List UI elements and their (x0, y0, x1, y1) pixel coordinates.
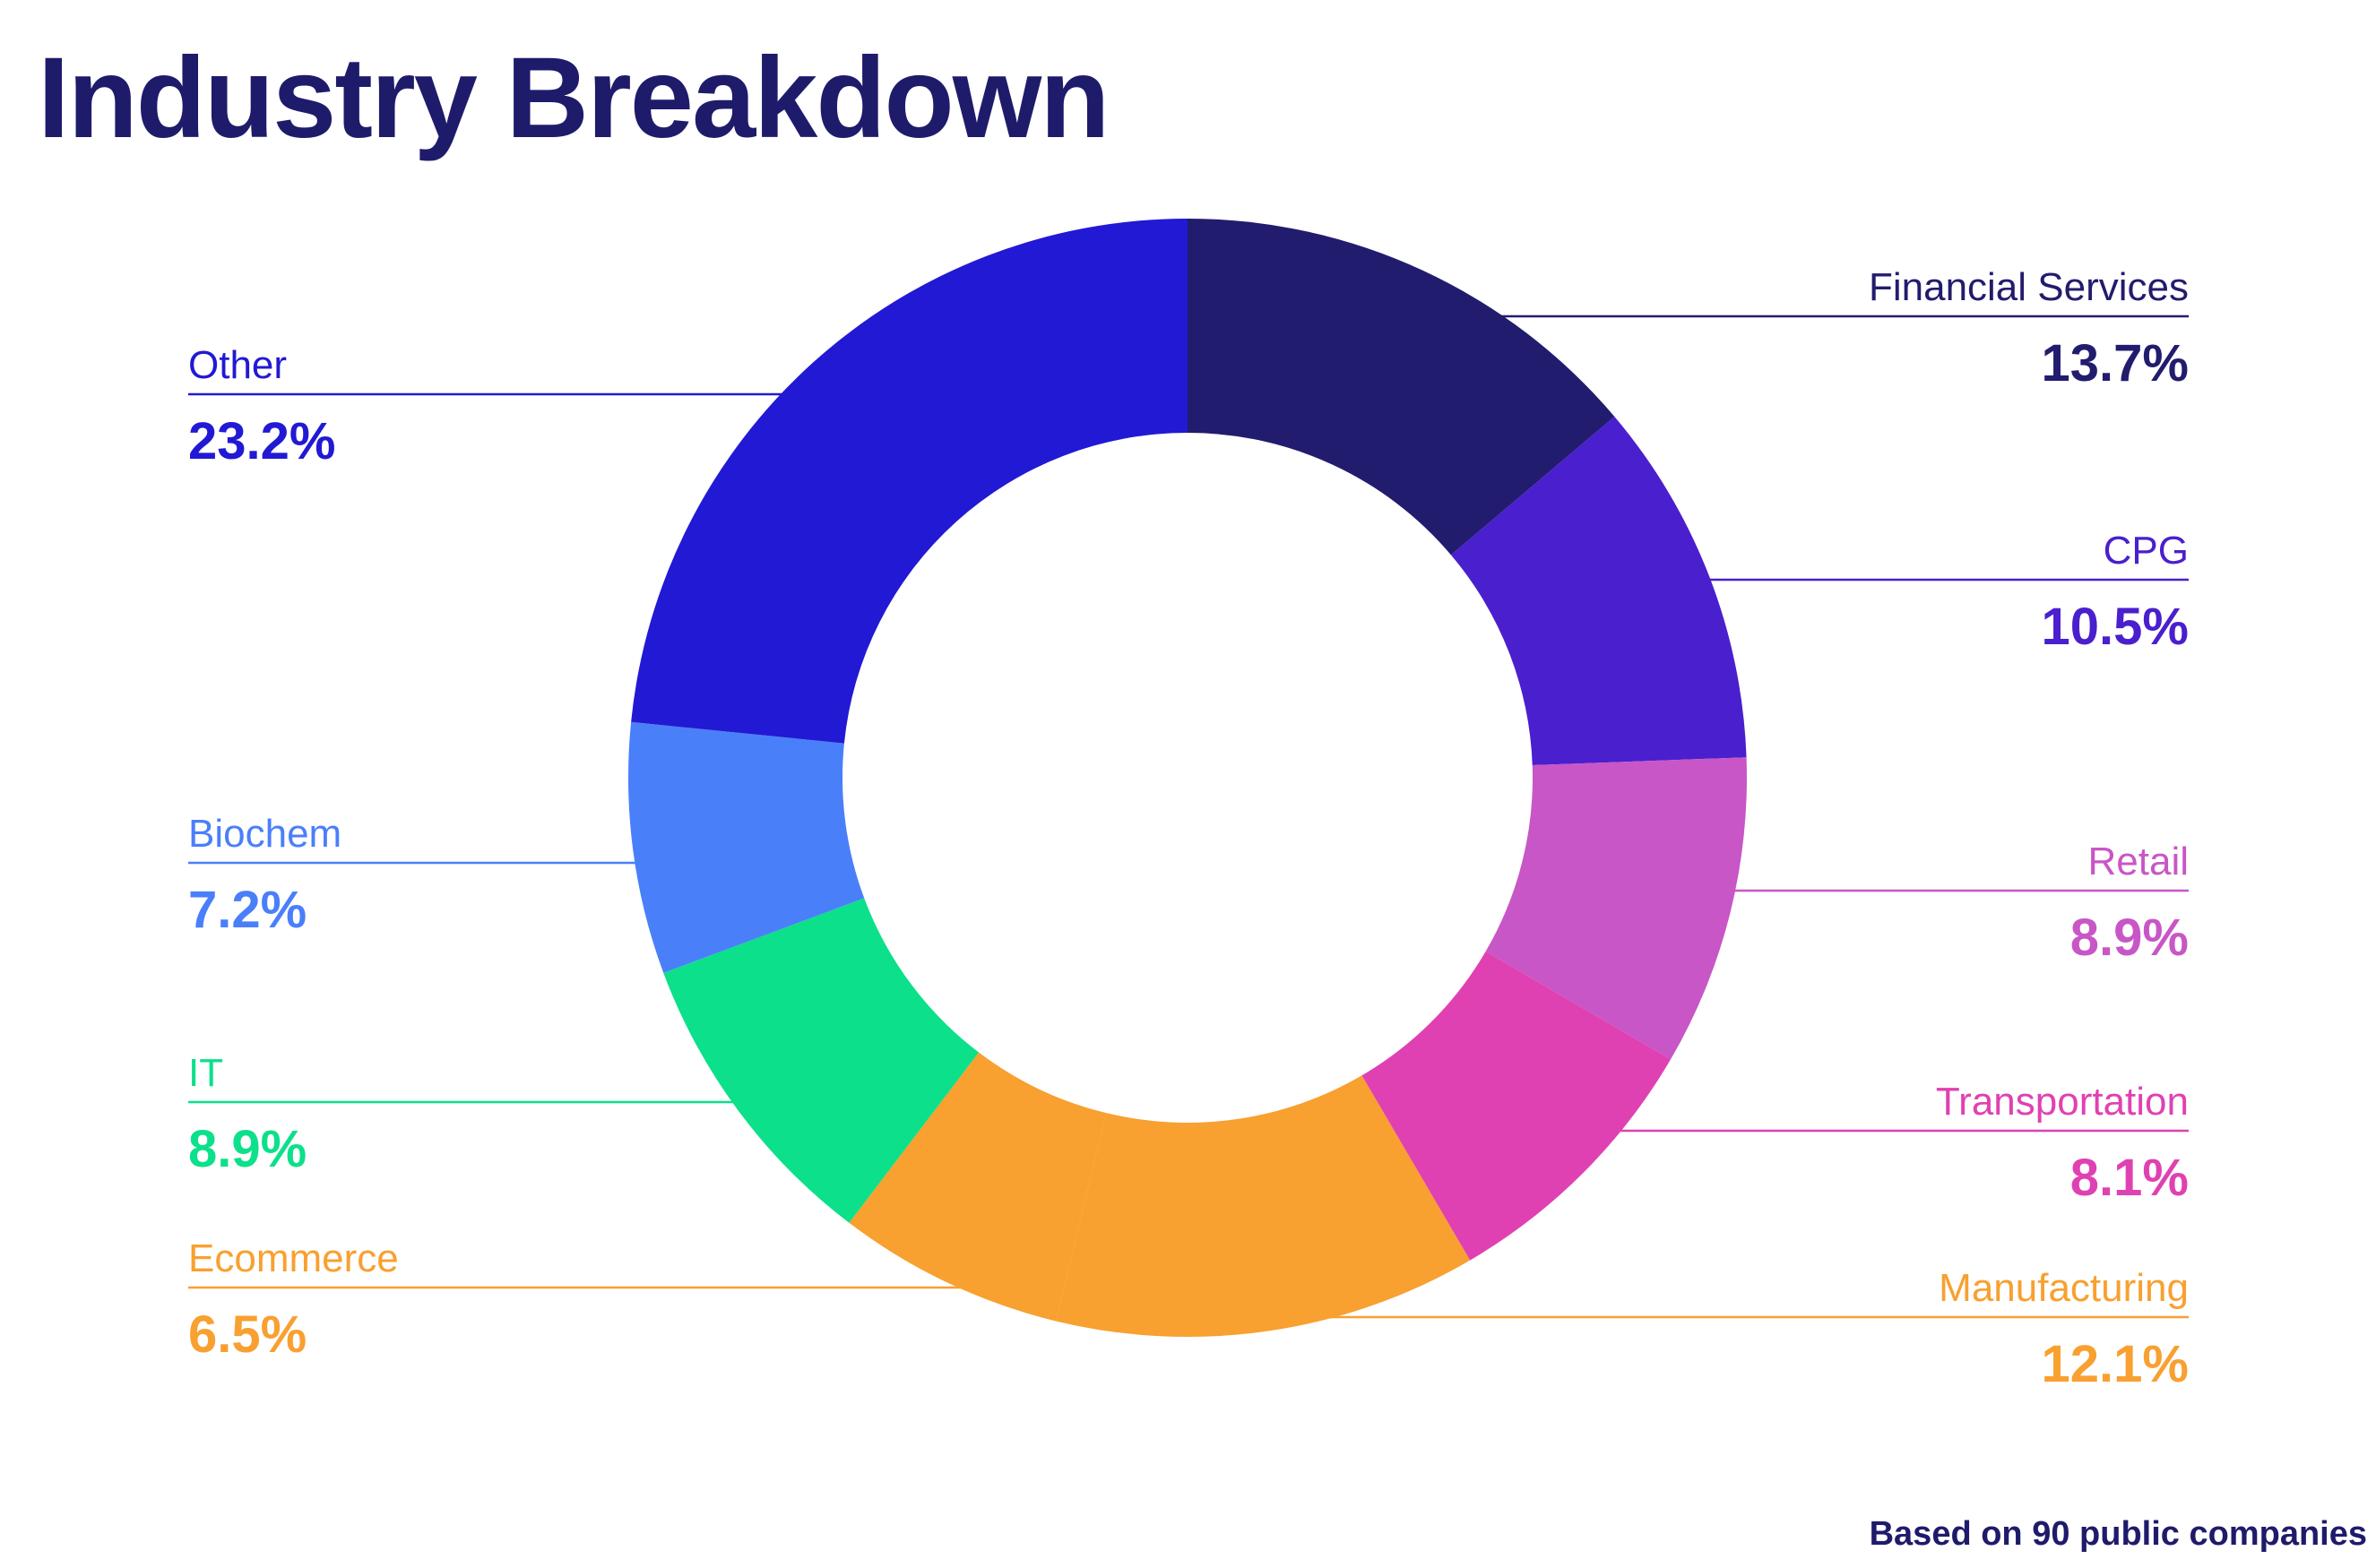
donut-slices (628, 219, 1747, 1338)
slice-it (663, 898, 980, 1223)
slice-financial-services (1188, 219, 1615, 556)
label-financial-services: Financial Services (1869, 265, 2189, 309)
label-retail: Retail (2088, 840, 2190, 883)
label-it: IT (188, 1051, 223, 1095)
value-biochem: 7.2% (188, 881, 307, 939)
value-manufacturing: 12.1% (2042, 1335, 2189, 1393)
slice-manufacturing (1056, 1075, 1471, 1338)
slice-labels: Financial Services 13.7% CPG 10.5% Retail 8.9… (188, 265, 2189, 1393)
value-retail: 8.9% (2070, 909, 2189, 967)
value-other: 23.2% (188, 412, 335, 470)
footnote: Based on 90 public companies (1869, 1515, 2367, 1553)
label-other: Other (188, 343, 287, 387)
slice-biochem (628, 721, 865, 973)
value-transportation: 8.1% (2070, 1149, 2189, 1207)
label-manufacturing: Manufacturing (1939, 1266, 2189, 1310)
label-transportation: Transportation (1936, 1080, 2189, 1124)
value-ecommerce: 6.5% (188, 1305, 307, 1364)
slice-other (631, 219, 1188, 744)
slice-ecommerce (849, 1052, 1107, 1322)
value-cpg: 10.5% (2042, 598, 2189, 656)
label-cpg: CPG (2104, 529, 2189, 573)
slice-cpg (1450, 416, 1747, 765)
leader-lines (188, 314, 2189, 1319)
chart-title: Industry Breakdown (38, 34, 1110, 162)
label-biochem: Biochem (188, 812, 341, 856)
slice-retail (1485, 757, 1747, 1060)
slice-transportation (1361, 951, 1672, 1261)
label-ecommerce: Ecommerce (188, 1236, 399, 1280)
value-it: 8.9% (188, 1120, 307, 1178)
value-financial-services: 13.7% (2042, 334, 2189, 392)
